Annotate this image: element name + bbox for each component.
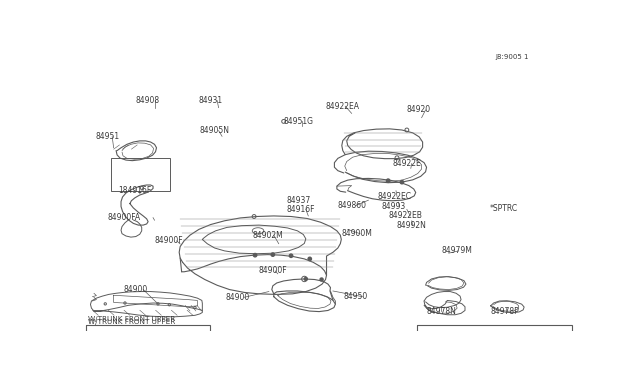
Circle shape [308, 257, 312, 261]
Circle shape [289, 254, 292, 257]
Circle shape [387, 179, 390, 182]
Text: 84908: 84908 [136, 96, 160, 105]
Text: 84951G: 84951G [284, 117, 314, 126]
Text: 84922EB: 84922EB [388, 211, 422, 221]
Text: 84931: 84931 [199, 96, 223, 105]
Text: 84978N: 84978N [427, 307, 456, 315]
Text: 84900M: 84900M [341, 229, 372, 238]
Text: 84900F: 84900F [154, 236, 183, 246]
Bar [86, 325, 210, 372]
Text: 84993: 84993 [381, 202, 406, 211]
Bar [111, 158, 170, 191]
Text: 84922EC: 84922EC [378, 192, 412, 201]
Text: 84900: 84900 [225, 293, 250, 302]
Text: 84937: 84937 [286, 196, 310, 205]
Text: 84905N: 84905N [200, 126, 230, 135]
Text: J8:9005 1: J8:9005 1 [495, 54, 529, 60]
Text: 84900F: 84900F [258, 266, 287, 275]
Text: 84950: 84950 [344, 292, 368, 301]
Circle shape [304, 278, 307, 280]
Circle shape [271, 253, 275, 256]
Text: 84916F: 84916F [286, 205, 315, 214]
Text: 84951: 84951 [95, 132, 120, 141]
Text: 84900FA: 84900FA [108, 213, 140, 222]
Bar [417, 325, 572, 372]
Text: 184916F: 184916F [118, 186, 152, 195]
Text: 84902M: 84902M [252, 231, 283, 240]
Text: 84920: 84920 [407, 105, 431, 115]
Text: 849860: 849860 [338, 201, 367, 210]
Text: 84900: 84900 [124, 285, 148, 294]
Circle shape [320, 278, 323, 281]
Text: 84979M: 84979M [442, 246, 472, 255]
Text: 84922EA: 84922EA [326, 102, 360, 111]
Text: *SPTRC: *SPTRC [490, 204, 518, 213]
Circle shape [253, 253, 257, 257]
Text: 84922E: 84922E [392, 159, 421, 168]
Text: W/TRUNK FRONT UPPER: W/TRUNK FRONT UPPER [88, 316, 175, 322]
Circle shape [400, 180, 404, 184]
Text: W/TRUNK FRONT UPPER: W/TRUNK FRONT UPPER [88, 320, 175, 326]
Text: 84978P: 84978P [491, 307, 520, 315]
Text: 84992N: 84992N [396, 221, 426, 230]
